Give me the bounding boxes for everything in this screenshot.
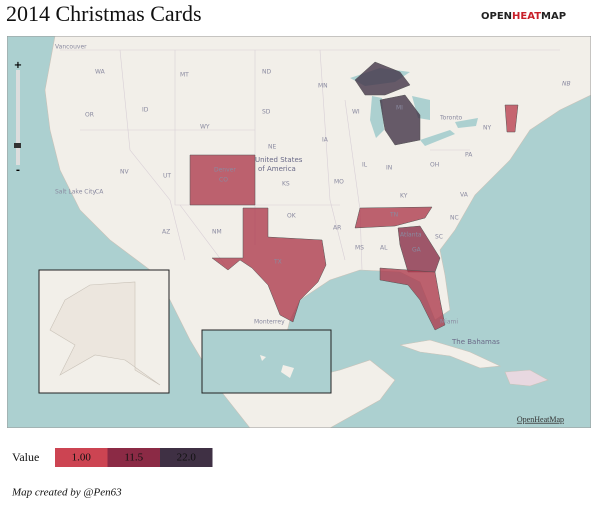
- place-label: The Bahamas: [451, 338, 500, 346]
- place-label: MN: [318, 83, 328, 90]
- place-label: AR: [333, 225, 341, 232]
- place-label: OR: [85, 112, 94, 119]
- place-label: KY: [400, 193, 408, 200]
- place-label: MI: [396, 105, 403, 112]
- credit: Map created by @Pen63: [11, 487, 122, 499]
- place-label: ND: [262, 69, 271, 76]
- region: [354, 206, 433, 229]
- title: 2014 Christmas Cards: [6, 1, 202, 26]
- place-label: VA: [460, 192, 469, 199]
- place-label: SC: [435, 234, 443, 241]
- place-label: NB: [562, 81, 571, 88]
- legend-swatch: [107, 448, 160, 467]
- logo-open: OPEN: [481, 11, 512, 22]
- place-label: OK: [287, 213, 297, 220]
- map[interactable]: Vancouver WA MT ND MN OR ID WY SD NE Uni…: [7, 36, 591, 428]
- place-label: Salt Lake City: [55, 189, 97, 196]
- region: [189, 154, 256, 206]
- place-label: Miami: [440, 319, 458, 326]
- region: [354, 61, 411, 96]
- place-label: TX: [273, 259, 282, 266]
- hawaii: [281, 365, 294, 378]
- place-label: AZ: [162, 229, 170, 236]
- place-label: OH: [430, 162, 439, 169]
- place-label: Monterrey: [254, 319, 285, 326]
- region: [211, 207, 327, 323]
- place-label: NY: [483, 125, 491, 132]
- lake-huron: [412, 96, 430, 120]
- place-label: PA: [465, 152, 473, 159]
- legend-swatch: [55, 448, 108, 467]
- cuba: [399, 339, 502, 369]
- place-label: MO: [334, 179, 344, 186]
- place-label: IA: [322, 137, 329, 144]
- zoom-out[interactable]: -: [16, 165, 20, 176]
- legend-swatch: [160, 448, 213, 467]
- place-label: CA: [95, 189, 104, 196]
- place-label: WI: [352, 109, 360, 116]
- place-label: NC: [450, 215, 459, 222]
- logo-map: MAP: [541, 11, 566, 22]
- region: [379, 94, 421, 146]
- place-label: TN: [389, 212, 398, 219]
- place-label: United States: [255, 156, 303, 164]
- zoom-handle[interactable]: [14, 143, 21, 148]
- lake-michigan: [370, 96, 384, 138]
- place-label: UT: [163, 173, 171, 180]
- place-label: Toronto: [439, 115, 462, 122]
- hawaii-inset: [201, 329, 332, 394]
- legend-label: 11.5: [124, 452, 143, 464]
- place-label: ID: [142, 107, 149, 114]
- place-label: NE: [268, 144, 276, 151]
- place-label: IN: [386, 165, 392, 172]
- hawaii: [260, 355, 266, 361]
- legend: 1.00 11.5 22.0: [55, 448, 213, 467]
- hispaniola: [504, 369, 549, 387]
- place-label: MS: [355, 245, 364, 252]
- place-labels: Vancouver WA MT ND MN OR ID WY SD NE Uni…: [55, 44, 571, 347]
- region: [379, 267, 446, 331]
- place-label: of America: [258, 165, 296, 173]
- place-label: WA: [95, 69, 106, 76]
- regions: [189, 61, 519, 331]
- zoom-in[interactable]: +: [14, 60, 22, 71]
- place-label: Denver: [214, 167, 236, 174]
- place-label: IL: [362, 162, 368, 169]
- place-label: Vancouver: [55, 44, 87, 51]
- place-label: KS: [282, 181, 290, 188]
- place-label: WY: [200, 124, 210, 131]
- lake-erie: [420, 130, 455, 146]
- region: [504, 104, 519, 133]
- place-label: AL: [380, 245, 388, 252]
- legend-label: 1.00: [72, 452, 92, 464]
- lake-ontario: [455, 118, 478, 128]
- logo-heat: HEAT: [512, 11, 541, 22]
- place-label: MT: [180, 72, 189, 79]
- alaska: [49, 281, 161, 386]
- place-label: SD: [262, 109, 271, 116]
- logo[interactable]: OPENHEATMAP: [481, 11, 566, 22]
- place-label: CO: [219, 177, 228, 184]
- legend-label: 22.0: [177, 452, 197, 464]
- place-label: GA: [412, 247, 422, 254]
- place-label: Atlanta: [400, 232, 422, 239]
- place-label: NV: [120, 169, 129, 176]
- place-label: NM: [212, 229, 222, 236]
- legend-title: Value: [12, 450, 39, 464]
- attribution[interactable]: OpenHeatMap: [517, 415, 564, 424]
